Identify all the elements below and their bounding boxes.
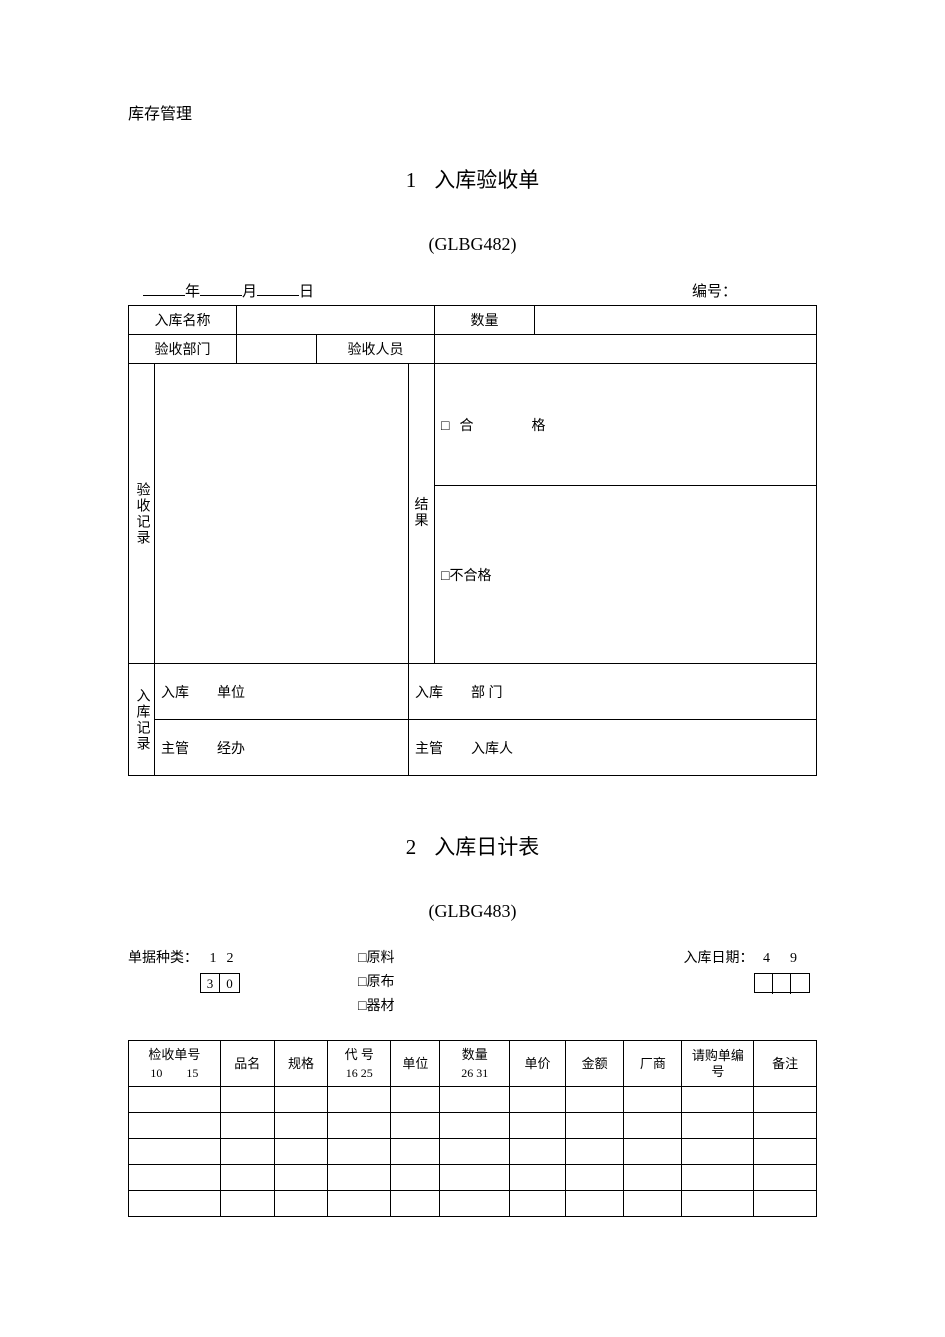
t1-storage-mgr-op[interactable]: 主管经办 bbox=[155, 720, 409, 776]
t1-dept-label: 验收部门 bbox=[129, 335, 237, 364]
t1-person-value[interactable] bbox=[435, 335, 817, 364]
f2-date-boxes[interactable] bbox=[754, 973, 818, 993]
t2-h10: 请购单编号 bbox=[682, 1041, 754, 1087]
t1-storage-vlabel: 入库记录 bbox=[129, 664, 155, 776]
table-row[interactable] bbox=[129, 1113, 817, 1139]
t2-h2: 品名 bbox=[220, 1041, 274, 1087]
t2-h8: 金额 bbox=[565, 1041, 623, 1087]
t1-dept-value[interactable] bbox=[237, 335, 317, 364]
t2-h11: 备注 bbox=[754, 1041, 817, 1087]
f2-type-nums: 12 bbox=[210, 951, 244, 966]
form2-table: 检收单号10 15 品名 规格 代 号16 25 单位 数量26 31 单价 金… bbox=[128, 1040, 817, 1217]
form1-number-label: 编号： bbox=[692, 280, 737, 301]
t2-h7: 单价 bbox=[509, 1041, 565, 1087]
t1-result-fail[interactable]: □不合格 bbox=[435, 486, 817, 664]
t1-storage-mgr-people[interactable]: 主管入库人 bbox=[409, 720, 817, 776]
t2-h1: 检收单号10 15 bbox=[129, 1041, 221, 1087]
t1-result-vlabel: 结果 bbox=[409, 364, 435, 664]
f2-date-nums: 49 bbox=[763, 951, 817, 966]
t2-h9: 厂商 bbox=[624, 1041, 682, 1087]
t2-h3: 规格 bbox=[274, 1041, 328, 1087]
t1-storage-unit[interactable]: 入库单位 bbox=[155, 664, 409, 720]
t1-result-pass[interactable]: □合 格 bbox=[435, 364, 817, 486]
t2-h4: 代 号16 25 bbox=[328, 1041, 391, 1087]
form1-title-num: 1 bbox=[406, 168, 417, 192]
form1-title: 1 入库验收单 bbox=[128, 164, 817, 194]
t2-h5: 单位 bbox=[391, 1041, 440, 1087]
table-row[interactable] bbox=[129, 1191, 817, 1217]
f2-opt-equip[interactable]: □器材 bbox=[358, 995, 548, 1019]
t1-warehouse-name-value[interactable] bbox=[237, 306, 435, 335]
t1-inspect-vlabel: 验收记录 bbox=[129, 364, 155, 664]
t1-storage-dept[interactable]: 入库部 门 bbox=[409, 664, 817, 720]
t1-qty-value[interactable] bbox=[535, 306, 817, 335]
f2-type-label: 单据种类： bbox=[128, 947, 198, 967]
page-header: 库存管理 bbox=[128, 100, 817, 124]
form1-date-line: 年月日 bbox=[128, 280, 314, 301]
f2-type-boxes[interactable]: 30 bbox=[200, 973, 328, 993]
f2-opt-cloth[interactable]: □原布 bbox=[358, 971, 548, 995]
f2-options: □原料 □原布 □器材 bbox=[358, 947, 548, 1018]
t2-h6: 数量26 31 bbox=[440, 1041, 509, 1087]
f2-date-label: 入库日期： bbox=[684, 951, 754, 966]
t1-person-label: 验收人员 bbox=[317, 335, 435, 364]
form1-code: (GLBG482) bbox=[128, 234, 817, 255]
t1-warehouse-name-label: 入库名称 bbox=[129, 306, 237, 335]
table-row[interactable] bbox=[129, 1165, 817, 1191]
t1-inspect-body[interactable] bbox=[155, 364, 409, 664]
form2-title-num: 2 bbox=[406, 835, 417, 859]
form1-table: 入库名称 数量 验收部门 验收人员 验收记录 结果 □合 格 □不合格 bbox=[128, 305, 817, 776]
form1-title-text: 入库验收单 bbox=[434, 168, 539, 192]
table-row[interactable] bbox=[129, 1139, 817, 1165]
form2-title: 2 入库日计表 bbox=[128, 831, 817, 861]
f2-opt-raw[interactable]: □原料 bbox=[358, 947, 548, 971]
table-row[interactable] bbox=[129, 1087, 817, 1113]
form2-title-text: 入库日计表 bbox=[434, 835, 539, 859]
form2-code: (GLBG483) bbox=[128, 901, 817, 922]
t1-qty-label: 数量 bbox=[435, 306, 535, 335]
